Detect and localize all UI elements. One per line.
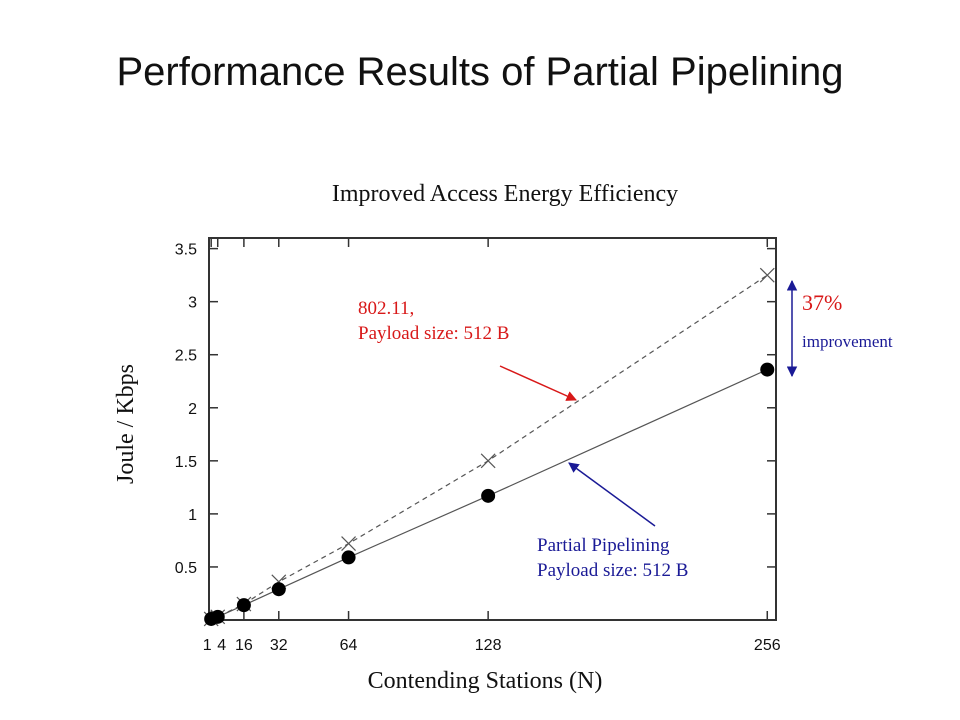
series-markers [203, 267, 775, 627]
y-tick-label: 3.5 [175, 242, 197, 259]
x-tick-label: 16 [235, 637, 253, 654]
y-tick-label: 0.5 [175, 560, 197, 577]
series2-callout-arrow [568, 462, 656, 527]
series2-annotation-line2: Payload size: 512 B [537, 560, 689, 581]
x-tick-label: 256 [754, 637, 781, 654]
slide-title: Performance Results of Partial Pipelinin… [116, 50, 844, 94]
x-tick-label: 32 [270, 637, 288, 654]
series1-annotation-line1: 802.11, [358, 298, 415, 319]
y-tick-label: 3 [188, 295, 197, 312]
x-tick-label: 4 [217, 637, 226, 654]
series2-annotation-line1: Partial Pipelining [537, 535, 670, 556]
series-2-point [481, 488, 496, 503]
y-tick-label: 1.5 [175, 454, 197, 471]
x-tick-label: 64 [340, 637, 358, 654]
series1-annotation: 802.11, Payload size: 512 B [358, 296, 509, 346]
series1-annotation-line2: Payload size: 512 B [358, 323, 510, 344]
series-2-point [271, 582, 286, 597]
y-tick-label: 1 [188, 507, 197, 524]
x-tick-label: 1 [203, 637, 212, 654]
series-2-point [760, 362, 775, 377]
improvement-percent: 37% [802, 290, 843, 315]
improvement-label: improvement [802, 332, 893, 351]
series-2-point [236, 598, 251, 613]
series-2-point [210, 609, 225, 624]
series-1-point [341, 536, 356, 552]
chart-title: Improved Access Energy Efficiency [331, 181, 679, 207]
series-1-point [759, 267, 775, 283]
series1-callout-arrow [499, 365, 577, 401]
plot-frame [208, 237, 777, 621]
series-1-point [480, 453, 496, 469]
x-axis-label: Contending Stations (N) [367, 668, 603, 694]
x-tick-label: 128 [475, 637, 502, 654]
y-tick-label: 2.5 [175, 348, 197, 365]
y-tick-label: 2 [188, 401, 197, 418]
series2-annotation: Partial Pipelining Payload size: 512 B [537, 533, 688, 583]
series-2-point [341, 550, 356, 565]
